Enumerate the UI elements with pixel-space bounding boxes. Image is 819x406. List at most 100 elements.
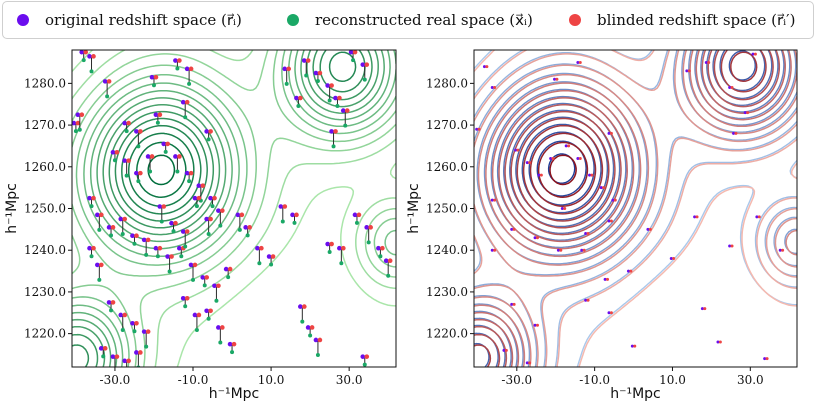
- galaxy-original: [510, 227, 514, 231]
- galaxy-original: [360, 62, 366, 67]
- galaxy-original: [130, 233, 135, 238]
- galaxy-reconstructed: [120, 327, 125, 332]
- galaxy-original: [95, 212, 100, 218]
- galaxy-original: [216, 325, 221, 330]
- y-tick-label: 1240.0: [24, 243, 66, 257]
- galaxy-blinded: [153, 74, 159, 80]
- galaxy-blinded: [138, 350, 143, 355]
- galaxy-reconstructed: [163, 149, 168, 154]
- x-tick-label: -30.0: [100, 373, 131, 387]
- galaxy-original: [525, 361, 529, 365]
- galaxy-original: [482, 65, 486, 69]
- galaxy-blinded: [220, 325, 225, 330]
- y-tick-label: 1220.0: [24, 327, 66, 341]
- galaxy-reconstructed: [327, 250, 332, 255]
- galaxy-reconstructed: [77, 127, 82, 132]
- galaxy-original: [173, 58, 178, 63]
- galaxy-reconstructed: [335, 104, 340, 109]
- galaxy-blinded: [551, 156, 555, 160]
- galaxy-original: [669, 257, 673, 261]
- x-tick-label: 30.0: [336, 373, 363, 387]
- contour-line-real: [136, 141, 187, 198]
- galaxy-reconstructed: [175, 66, 180, 71]
- galaxy-blinded: [220, 208, 225, 213]
- galaxy-original: [329, 129, 334, 134]
- galaxy-reconstructed: [339, 261, 344, 266]
- galaxy-blinded: [535, 323, 539, 327]
- galaxy-original: [122, 358, 127, 364]
- galaxy-original: [266, 254, 272, 259]
- y-tick-label: 1280.0: [426, 76, 468, 90]
- galaxy-reconstructed: [315, 352, 320, 357]
- galaxy-original: [514, 148, 518, 152]
- galaxy-blinded: [239, 212, 245, 218]
- galaxy-reconstructed: [136, 179, 141, 184]
- galaxy-original: [227, 341, 233, 347]
- y-axis-label: h⁻¹Mpc: [406, 183, 422, 234]
- galaxy-original: [110, 354, 116, 359]
- galaxy-original: [180, 295, 186, 301]
- galaxy-original: [305, 325, 311, 330]
- galaxy-blinded: [282, 204, 288, 209]
- galaxy-blinded: [184, 229, 190, 234]
- galaxy-original: [204, 129, 209, 134]
- galaxy-original: [184, 170, 190, 176]
- y-tick-label: 1280.0: [24, 76, 66, 90]
- galaxy-original: [106, 300, 112, 305]
- galaxy-blinded: [145, 237, 151, 243]
- contour-line-blinded: [549, 154, 577, 186]
- galaxy-original: [630, 344, 634, 348]
- galaxy-blinded: [356, 212, 362, 218]
- galaxy-reconstructed: [206, 316, 211, 321]
- galaxy-reconstructed: [210, 204, 215, 209]
- galaxy-original: [134, 170, 139, 176]
- galaxy-blinded: [298, 95, 303, 101]
- y-tick-label: 1230.0: [24, 285, 66, 299]
- contour-line-real: [72, 50, 396, 367]
- galaxy-reconstructed: [187, 81, 192, 86]
- galaxy-original: [728, 244, 732, 248]
- galaxy-original: [290, 212, 295, 218]
- galaxy-reconstructed: [237, 227, 242, 232]
- galaxy-blinded: [504, 348, 508, 352]
- galaxy-blinded: [730, 86, 734, 90]
- galaxy-blinded: [329, 241, 334, 247]
- galaxy-blinded: [734, 131, 738, 135]
- galaxy-original: [169, 220, 174, 226]
- galaxy-original: [192, 195, 198, 201]
- galaxy-reconstructed: [304, 73, 309, 78]
- galaxy-blinded: [188, 66, 194, 72]
- galaxy-original: [118, 312, 124, 318]
- y-axis-label: h⁻¹Mpc: [4, 183, 20, 234]
- galaxy-original: [216, 208, 221, 213]
- galaxy-original: [728, 86, 732, 90]
- galaxy-blinded: [609, 219, 613, 223]
- galaxy-reconstructed: [183, 244, 188, 249]
- galaxy-blinded: [196, 312, 202, 318]
- galaxy-original: [553, 77, 557, 81]
- galaxy-markers: [72, 50, 393, 367]
- galaxy-original: [626, 269, 630, 273]
- galaxy-blinded: [204, 275, 210, 280]
- galaxy-blinded: [528, 361, 532, 365]
- galaxy-original: [122, 158, 127, 163]
- galaxy-original: [607, 311, 611, 315]
- galaxy-reconstructed: [269, 262, 274, 267]
- galaxy-original: [755, 215, 759, 219]
- galaxy-blinded: [493, 248, 497, 252]
- galaxy-original: [611, 198, 615, 202]
- galaxy-blinded: [110, 225, 116, 230]
- galaxy-original: [352, 212, 358, 218]
- legend-label-reconstructed: reconstructed real space (x⃗ᵢ): [315, 11, 533, 29]
- galaxy-blinded: [757, 215, 761, 219]
- galaxy-original: [110, 149, 116, 155]
- galaxy-reconstructed: [191, 277, 196, 282]
- contour-line-original: [474, 50, 797, 367]
- contour-line-blinded: [474, 50, 797, 367]
- contour-line-blinded: [474, 50, 767, 367]
- galaxy-original: [364, 225, 369, 230]
- galaxy-original: [153, 112, 159, 118]
- x-tick-label: 30.0: [737, 373, 764, 387]
- galaxy-blinded: [149, 154, 155, 159]
